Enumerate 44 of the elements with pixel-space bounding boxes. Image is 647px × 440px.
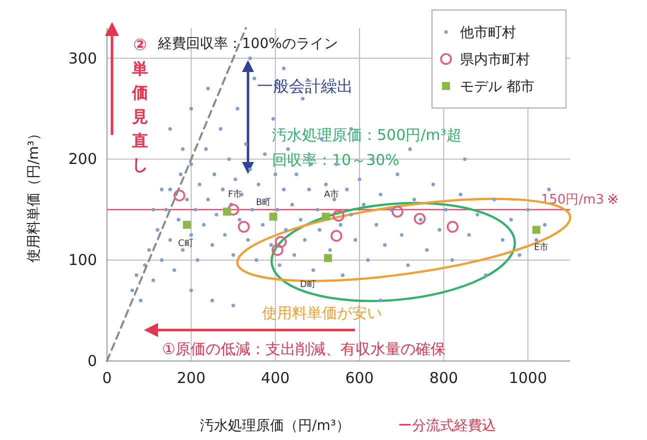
x-tick-label: 1000 <box>508 369 548 387</box>
x-tick-label: 600 <box>345 369 374 387</box>
y-tick-label: 300 <box>68 49 97 68</box>
x-tick-label: 400 <box>261 369 290 387</box>
annotation: E市 <box>534 242 549 253</box>
y-tick-label: 100 <box>68 251 97 270</box>
legend-label: 他市町村 <box>460 25 516 41</box>
point <box>269 212 278 221</box>
y-tick-label: 200 <box>68 150 97 168</box>
annotation: 一般会計繰出 <box>257 76 354 96</box>
y-tick-label: 0 <box>87 352 97 370</box>
text: ー分流式経費込 <box>398 418 496 434</box>
legend-label: 県内市町村 <box>460 52 530 68</box>
legend-label: モデル 都市 <box>460 79 534 95</box>
point <box>324 254 332 262</box>
x-tick-label: 0 <box>102 369 112 387</box>
x-tick-label: 800 <box>429 369 458 387</box>
annotation: ②単価見直し <box>131 35 148 174</box>
point <box>414 212 426 225</box>
point <box>446 220 458 233</box>
point <box>332 210 344 222</box>
point <box>227 204 240 216</box>
point <box>238 220 250 233</box>
x-axis-title: 汚水処理原価（円/m³） <box>200 418 350 434</box>
point <box>392 206 404 218</box>
point <box>182 220 191 229</box>
point <box>330 230 342 242</box>
point <box>532 226 540 234</box>
x-tick-label: 200 <box>176 369 206 387</box>
point <box>222 208 231 216</box>
text: ※ <box>607 192 619 208</box>
annotation: D町 <box>300 280 316 290</box>
annotation: 汚水処理原価：500円/m³超 <box>272 126 462 144</box>
annotation: 経費回収率：100%のライン <box>156 36 338 52</box>
y-axis-title: 使用料単価（円/m³） <box>26 126 42 262</box>
annotation: ①原価の低減：支出削減、有収水量の確保 <box>162 340 446 358</box>
annotation: 使用料単価が安い <box>262 304 382 322</box>
annotation: A市 <box>324 189 340 200</box>
point <box>272 244 284 256</box>
annotation: F市 <box>228 189 242 200</box>
annotation: C町 <box>178 239 194 249</box>
point <box>274 236 287 248</box>
point <box>322 212 330 221</box>
point <box>173 190 186 202</box>
